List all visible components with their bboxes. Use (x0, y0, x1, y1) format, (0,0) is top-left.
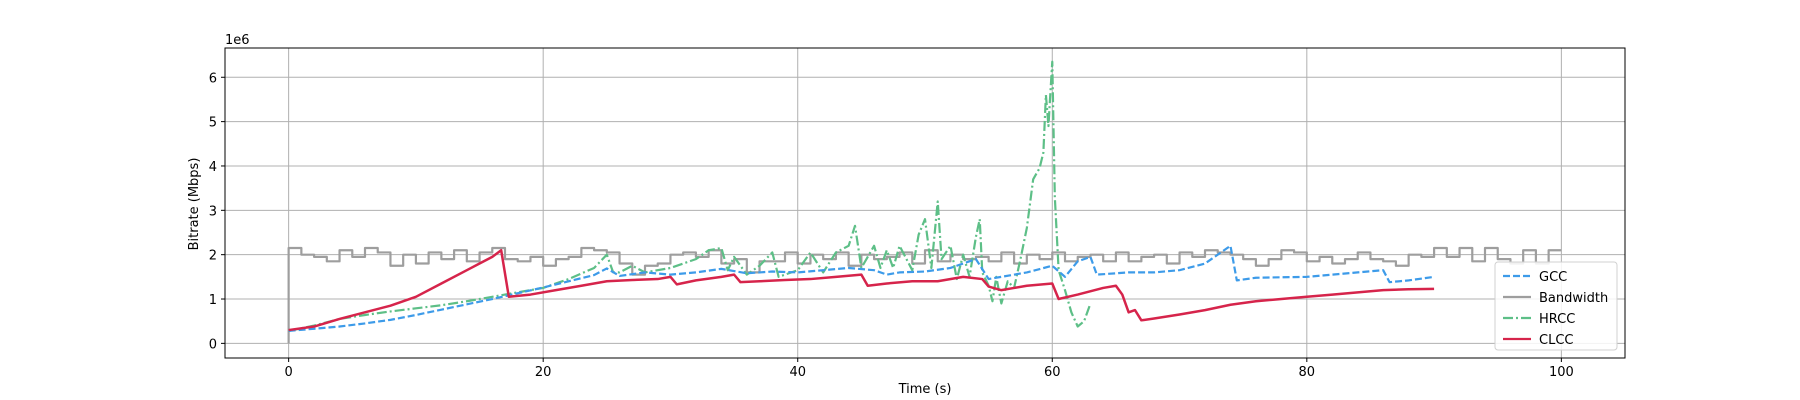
x-tick-label: 20 (535, 365, 552, 380)
y-tick-label: 0 (209, 337, 217, 352)
y-tick-label: 1 (209, 293, 217, 308)
plot-frame (224, 47, 1626, 359)
x-axis-label: Time (s) (898, 382, 952, 397)
y-axis-label: Bitrate (Mbps) (187, 158, 202, 251)
grid (225, 48, 1625, 358)
legend-label-hrcc: HRCC (1539, 312, 1575, 327)
series-lines (287, 60, 1562, 344)
y-tick-label: 6 (209, 71, 217, 86)
series-line-bandwidth (287, 246, 1562, 344)
legend-box (1494, 261, 1618, 351)
axis-ticks: 0 20 40 60 80 100 0 1 2 3 4 5 6 (209, 71, 1574, 380)
series-line-clcc (288, 248, 1435, 332)
series-line-hrcc (288, 60, 1092, 333)
series-line-gcc (288, 244, 1435, 333)
x-tick-label: 0 (284, 365, 292, 380)
x-tick-label: 100 (1549, 365, 1574, 380)
y-tick-label: 5 (209, 116, 217, 131)
x-tick-label: 60 (1044, 365, 1061, 380)
x-tick-label: 40 (789, 365, 806, 380)
legend: GCC Bandwidth HRCC CLCC (1494, 261, 1618, 351)
legend-label-clcc: CLCC (1539, 333, 1573, 348)
legend-label-bandwidth: Bandwidth (1539, 291, 1608, 306)
y-offset-label: 1e6 (225, 33, 250, 48)
legend-label-gcc: GCC (1539, 270, 1567, 285)
y-tick-label: 4 (209, 160, 217, 175)
x-tick-label: 80 (1299, 365, 1316, 380)
y-tick-label: 3 (209, 204, 217, 219)
y-tick-label: 2 (209, 249, 217, 264)
